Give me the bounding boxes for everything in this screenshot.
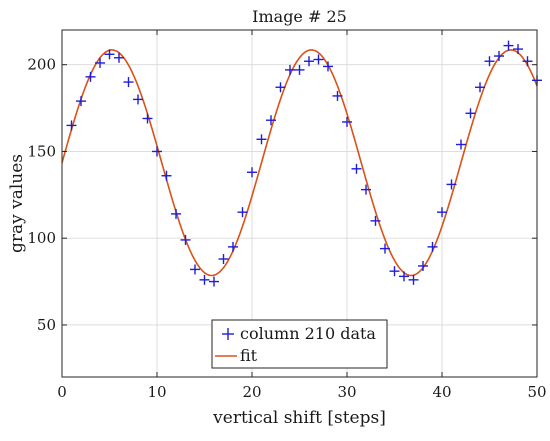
data-point	[503, 40, 514, 51]
data-point	[380, 243, 390, 254]
ticks	[61, 30, 538, 377]
data-point	[370, 215, 381, 226]
plot-frame	[61, 29, 538, 378]
data-point	[209, 276, 219, 287]
data-point	[123, 77, 134, 88]
data-points	[66, 40, 542, 287]
data-point	[465, 108, 476, 119]
data-point	[494, 51, 504, 62]
data-point	[475, 82, 485, 93]
data-point	[389, 266, 400, 277]
chart-title: Image # 25	[252, 7, 347, 26]
y-tick-label: 100	[27, 229, 56, 247]
x-tick-label: 20	[242, 383, 261, 401]
x-tick-label: 30	[337, 383, 356, 401]
data-point	[161, 170, 172, 181]
data-point	[142, 113, 153, 124]
data-point	[408, 274, 419, 285]
x-tick-label: 40	[432, 383, 451, 401]
x-tick-label: 0	[57, 383, 67, 401]
y-tick-labels: 50 100 150 200	[27, 56, 56, 334]
data-point	[266, 115, 276, 126]
data-point	[171, 208, 181, 219]
data-point	[446, 179, 457, 190]
data-point	[256, 134, 267, 145]
x-axis-label: vertical shift [steps]	[212, 408, 386, 428]
fit-line	[61, 49, 538, 277]
data-point	[522, 56, 533, 67]
data-point	[190, 264, 200, 275]
y-axis-label: gray values	[7, 154, 27, 253]
x-tick-labels: 0 10 20 30 40 50	[57, 383, 546, 401]
data-point	[104, 49, 115, 60]
plot-area	[62, 30, 537, 377]
data-point	[351, 163, 362, 174]
data-point	[437, 207, 447, 218]
legend-marker-data	[222, 328, 234, 340]
data-point	[180, 234, 191, 245]
data-point	[399, 271, 409, 282]
data-point	[418, 260, 428, 271]
legend-label-fit: fit	[240, 346, 258, 365]
data-point	[199, 274, 210, 285]
grid	[62, 30, 537, 377]
data-point	[76, 96, 86, 107]
data-point	[218, 254, 229, 265]
y-tick-label: 50	[37, 316, 56, 334]
data-point	[285, 64, 295, 75]
data-point	[427, 241, 438, 252]
data-point	[304, 56, 314, 67]
x-tick-label: 50	[527, 383, 546, 401]
data-point	[228, 241, 238, 252]
data-point	[114, 52, 124, 63]
legend-label-data: column 210 data	[240, 324, 376, 343]
data-point	[323, 61, 333, 72]
data-point	[85, 71, 96, 82]
data-point	[66, 120, 77, 131]
y-tick-label: 150	[27, 142, 56, 160]
data-point	[275, 82, 286, 93]
x-tick-label: 10	[147, 383, 166, 401]
data-point	[133, 94, 143, 105]
y-tick-label: 200	[27, 56, 56, 74]
legend: column 210 data fit	[211, 319, 388, 369]
data-point	[313, 54, 324, 65]
data-point	[294, 64, 305, 75]
legend-box	[211, 319, 388, 369]
data-point	[95, 57, 105, 68]
data-point	[361, 184, 371, 195]
data-point	[456, 139, 466, 150]
data-point	[237, 207, 248, 218]
data-point	[247, 167, 257, 178]
data-point	[513, 44, 523, 55]
data-point	[332, 90, 343, 101]
data-point	[152, 146, 162, 157]
data-point	[342, 116, 352, 127]
data-point	[484, 56, 495, 67]
